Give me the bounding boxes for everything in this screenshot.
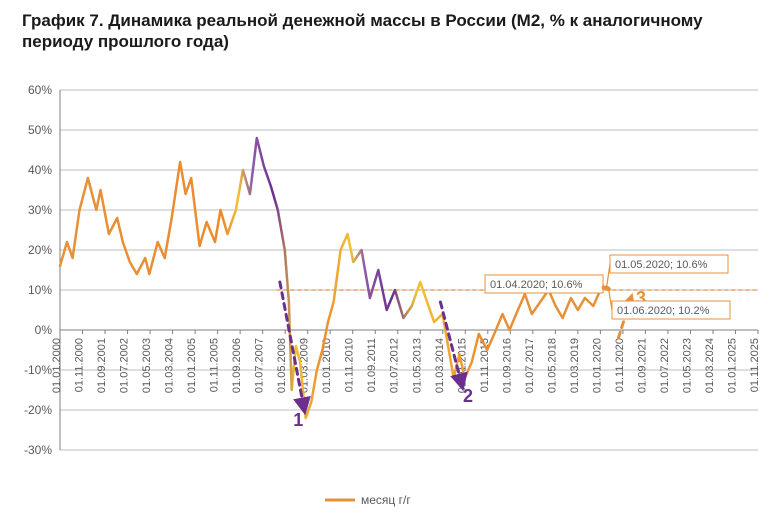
svg-text:месяц г/г: месяц г/г bbox=[361, 493, 411, 507]
svg-text:40%: 40% bbox=[28, 163, 52, 177]
svg-text:01.05.2020; 10.6%: 01.05.2020; 10.6% bbox=[615, 259, 708, 271]
svg-text:01.11.2000: 01.11.2000 bbox=[74, 338, 86, 392]
svg-text:01.07.2002: 01.07.2002 bbox=[119, 338, 131, 393]
svg-text:01.03.2019: 01.03.2019 bbox=[569, 338, 581, 393]
svg-text:01.01.2020: 01.01.2020 bbox=[591, 338, 603, 393]
svg-text:01.01.2000: 01.01.2000 bbox=[51, 338, 63, 393]
svg-text:01.07.2017: 01.07.2017 bbox=[524, 338, 536, 393]
svg-text:01.11.2005: 01.11.2005 bbox=[209, 338, 221, 392]
svg-text:0%: 0% bbox=[35, 323, 53, 337]
svg-text:30%: 30% bbox=[28, 203, 52, 217]
svg-text:01.03.2004: 01.03.2004 bbox=[164, 338, 176, 393]
svg-text:01.11.2025: 01.11.2025 bbox=[749, 338, 761, 392]
svg-text:01.09.2001: 01.09.2001 bbox=[96, 338, 108, 393]
svg-text:60%: 60% bbox=[28, 83, 52, 97]
line-chart: -30% -20% -10% 0% 10% 20% 30% 40% 50% 60% 01.01.20… bbox=[0, 0, 775, 520]
svg-text:-30%: -30% bbox=[24, 443, 52, 457]
svg-text:2: 2 bbox=[463, 386, 473, 406]
svg-text:-20%: -20% bbox=[24, 403, 52, 417]
svg-text:01.05.2013: 01.05.2013 bbox=[411, 338, 423, 393]
svg-text:01.09.2021: 01.09.2021 bbox=[636, 338, 648, 393]
svg-text:01.01.2025: 01.01.2025 bbox=[726, 338, 738, 393]
svg-text:01.05.2003: 01.05.2003 bbox=[141, 338, 153, 393]
svg-text:01.07.2022: 01.07.2022 bbox=[659, 338, 671, 393]
svg-text:01.11.2010: 01.11.2010 bbox=[344, 338, 356, 392]
svg-text:01.09.2016: 01.09.2016 bbox=[501, 338, 513, 393]
svg-text:50%: 50% bbox=[28, 123, 52, 137]
svg-text:01.07.2012: 01.07.2012 bbox=[389, 338, 401, 393]
svg-text:01.09.2006: 01.09.2006 bbox=[231, 338, 243, 393]
svg-text:01.03.2024: 01.03.2024 bbox=[704, 338, 716, 393]
svg-text:01.03.2014: 01.03.2014 bbox=[434, 338, 446, 393]
svg-text:01.11.2020: 01.11.2020 bbox=[614, 338, 626, 392]
svg-text:10%: 10% bbox=[28, 283, 52, 297]
svg-text:01.09.2011: 01.09.2011 bbox=[366, 338, 378, 392]
svg-text:-10%: -10% bbox=[24, 363, 52, 377]
svg-text:01.07.2007: 01.07.2007 bbox=[254, 338, 266, 393]
svg-text:1: 1 bbox=[293, 410, 303, 430]
svg-text:01.01.2005: 01.01.2005 bbox=[186, 338, 198, 393]
svg-text:01.05.2023: 01.05.2023 bbox=[681, 338, 693, 393]
svg-text:01.05.2008: 01.05.2008 bbox=[276, 338, 288, 393]
svg-text:01.06.2020; 10.2%: 01.06.2020; 10.2% bbox=[617, 305, 710, 317]
svg-text:20%: 20% bbox=[28, 243, 52, 257]
svg-text:01.05.2018: 01.05.2018 bbox=[546, 338, 558, 393]
svg-text:01.04.2020; 10.6%: 01.04.2020; 10.6% bbox=[490, 279, 583, 291]
